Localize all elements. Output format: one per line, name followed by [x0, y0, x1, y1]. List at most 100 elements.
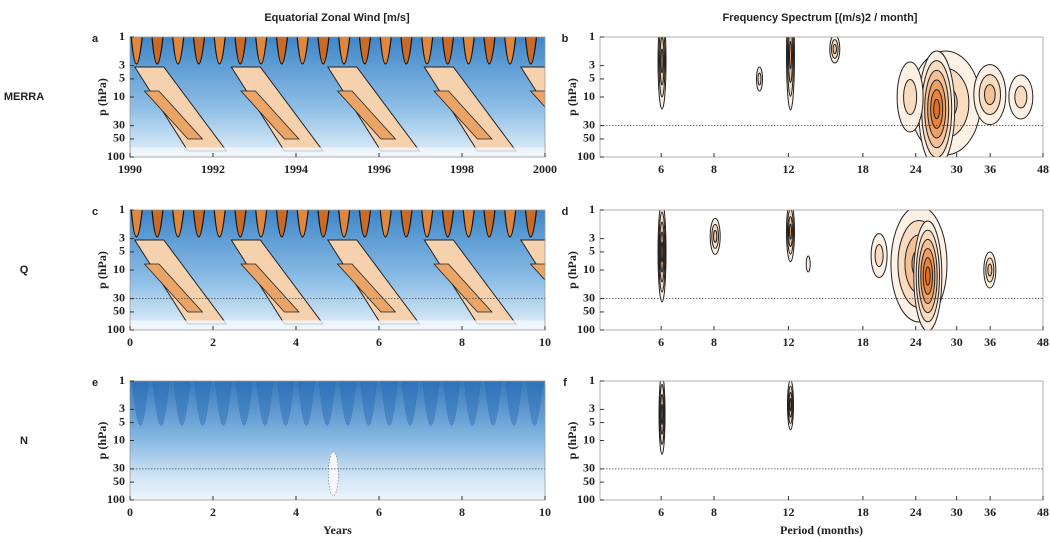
contour — [443, 381, 460, 426]
y-tick-label: 30 — [583, 290, 595, 304]
contour — [277, 381, 294, 426]
y-axis-label: p (hPa) — [95, 422, 109, 460]
contour — [132, 381, 149, 426]
contour — [526, 381, 543, 426]
contour — [152, 381, 170, 426]
y-tick-label: 50 — [583, 131, 595, 145]
x-axis-label: Years — [323, 523, 352, 537]
y-tick-label: 100 — [577, 322, 595, 336]
y-tick-label: 3 — [119, 230, 125, 244]
x-tick-label: 12 — [782, 162, 794, 176]
row-label: Q — [20, 264, 29, 276]
y-tick-label: 30 — [113, 461, 125, 475]
y-tick-label: 30 — [583, 461, 595, 475]
y-tick-label: 50 — [113, 474, 125, 488]
y-tick-label: 3 — [589, 230, 595, 244]
axes-frame — [599, 209, 1044, 331]
contour — [235, 381, 253, 426]
contour — [317, 37, 330, 65]
x-tick-label: 4 — [293, 505, 299, 519]
plot-area — [130, 381, 545, 500]
y-tick-label: 1 — [589, 202, 595, 216]
y-tick-label: 100 — [577, 149, 595, 163]
contour — [660, 241, 664, 263]
column-title: Equatorial Zonal Wind [m/s] — [264, 12, 410, 24]
contour — [924, 266, 931, 286]
y-tick-label: 100 — [107, 149, 125, 163]
x-tick-label: 30 — [951, 162, 963, 176]
contour — [433, 90, 493, 140]
column-title: Frequency Spectrum [(m/s)2 / month] — [723, 12, 918, 24]
contour — [296, 37, 309, 65]
y-axis-label: p (hPa) — [565, 251, 579, 289]
x-tick-label: 24 — [910, 505, 922, 519]
contour — [788, 40, 792, 70]
y-tick-label: 30 — [583, 117, 595, 131]
y-tick-label: 10 — [583, 262, 595, 276]
x-tick-label: 6 — [376, 335, 382, 349]
contour — [328, 451, 339, 497]
contour — [464, 381, 481, 426]
contour — [713, 229, 718, 243]
x-tick-label: 10 — [539, 505, 551, 519]
contour — [627, 91, 685, 139]
contour — [172, 37, 185, 65]
x-tick-label: 8 — [711, 335, 717, 349]
contour — [143, 90, 204, 140]
plot-area — [130, 210, 545, 330]
x-tick-label: 36 — [984, 162, 996, 176]
contour — [504, 210, 517, 238]
contour — [505, 381, 523, 426]
y-tick-label: 50 — [583, 304, 595, 318]
x-axis-label: Period (months) — [780, 523, 863, 537]
contour — [422, 381, 440, 426]
contour — [256, 381, 274, 426]
y-tick-label: 10 — [583, 432, 595, 446]
x-tick-label: 36 — [984, 335, 996, 349]
x-tick-label: 0 — [127, 335, 133, 349]
y-tick-label: 100 — [107, 492, 125, 506]
x-tick-label: 18 — [857, 335, 869, 349]
contour — [338, 37, 351, 65]
y-tick-label: 5 — [589, 71, 595, 85]
y-tick-label: 1 — [119, 202, 125, 216]
contour — [483, 210, 496, 238]
contour — [441, 37, 455, 65]
contour — [240, 90, 300, 140]
y-tick-label: 5 — [119, 244, 125, 258]
contour — [130, 37, 143, 65]
y-tick-label: 30 — [113, 290, 125, 304]
y-tick-label: 5 — [589, 414, 595, 428]
x-tick-label: 6 — [658, 505, 664, 519]
panel-letter: e — [92, 377, 98, 389]
y-axis-label: p (hPa) — [95, 251, 109, 289]
x-tick-label: 4 — [293, 335, 299, 349]
y-axis-label: p (hPa) — [95, 78, 109, 116]
contour — [192, 210, 206, 238]
y-tick-label: 10 — [113, 262, 125, 276]
y-tick-label: 30 — [113, 117, 125, 131]
contour — [172, 210, 185, 238]
plot-area — [600, 381, 1043, 470]
contour — [519, 239, 545, 280]
contour — [484, 381, 502, 426]
contour — [275, 210, 289, 238]
contour — [336, 263, 397, 313]
contour — [441, 210, 455, 238]
contour — [984, 84, 996, 106]
row-label: MERRA — [4, 91, 44, 103]
panel-letter: c — [92, 206, 98, 218]
x-tick-label: 36 — [984, 505, 996, 519]
contour — [400, 210, 413, 238]
contour — [400, 37, 413, 65]
field — [130, 320, 545, 330]
x-tick-label: 6 — [658, 162, 664, 176]
x-tick-label: 18 — [857, 505, 869, 519]
x-tick-label: 24 — [910, 162, 922, 176]
contour — [194, 381, 211, 426]
y-tick-label: 10 — [113, 89, 125, 103]
contour — [529, 90, 545, 108]
